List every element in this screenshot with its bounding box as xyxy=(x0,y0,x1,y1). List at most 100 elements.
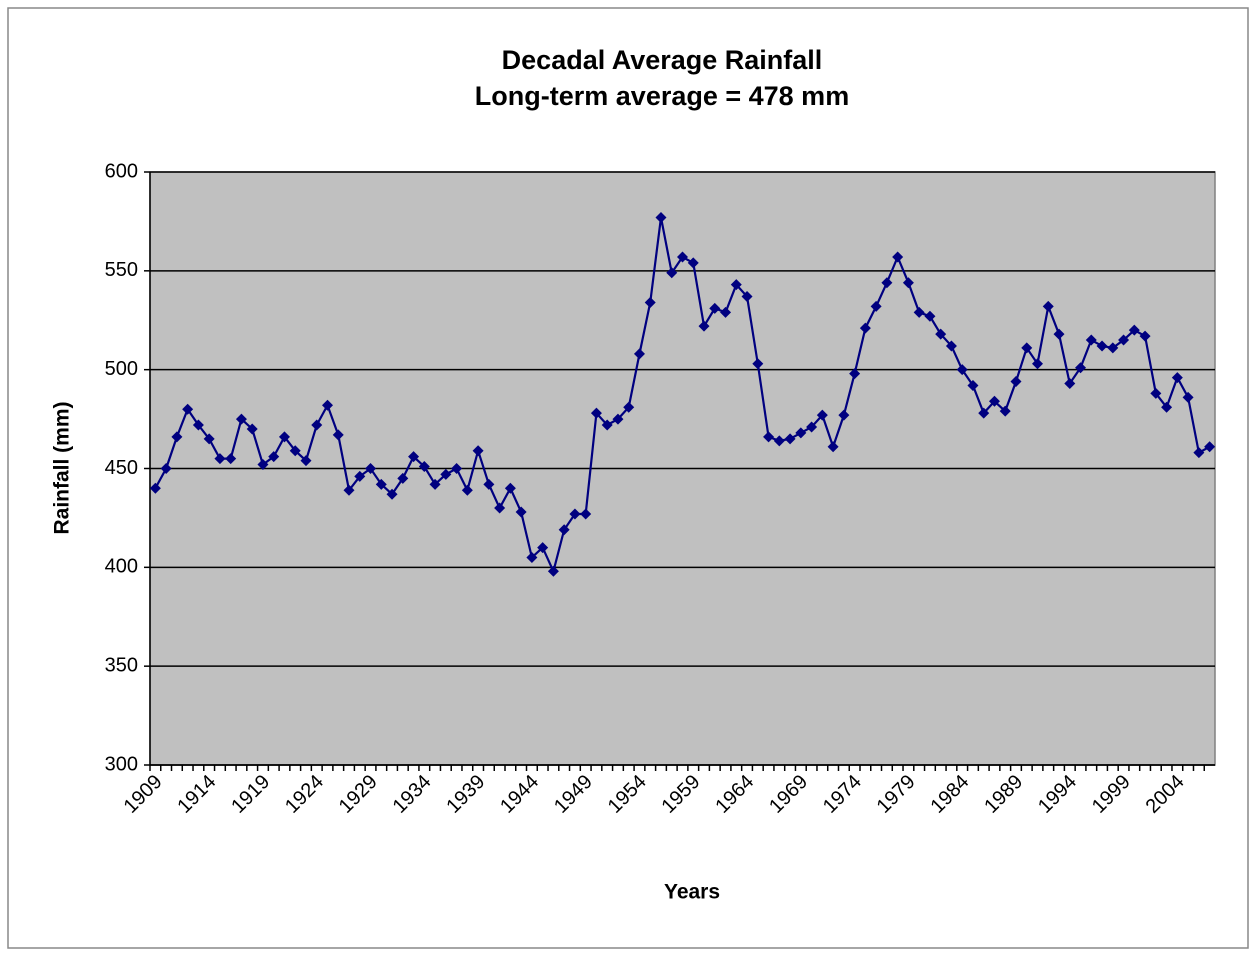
data-point xyxy=(978,407,990,419)
data-point xyxy=(343,484,355,496)
data-point xyxy=(289,445,301,457)
data-point xyxy=(720,306,732,318)
data-point xyxy=(655,211,667,223)
data-point xyxy=(1021,342,1033,354)
data-point xyxy=(773,435,785,447)
data-point xyxy=(182,403,194,415)
data-point xyxy=(1150,387,1162,399)
data-point xyxy=(956,364,968,376)
data-point xyxy=(494,502,506,514)
data-point xyxy=(418,461,430,473)
data-point xyxy=(687,257,699,269)
data-point xyxy=(472,445,484,457)
data-point xyxy=(580,508,592,520)
data-point xyxy=(644,296,656,308)
data-point xyxy=(1064,378,1076,390)
data-point xyxy=(440,468,452,480)
data-point xyxy=(859,322,871,334)
data-point xyxy=(322,399,333,411)
data-point xyxy=(633,348,645,360)
data-point xyxy=(451,463,463,474)
data-point xyxy=(741,291,753,303)
data-point xyxy=(612,413,624,425)
y-tick-label: 600 xyxy=(105,160,138,182)
data-point xyxy=(504,482,516,494)
data-point xyxy=(1161,401,1173,413)
data-point xyxy=(386,488,398,500)
y-tick-label: 300 xyxy=(105,753,138,775)
data-point xyxy=(730,279,742,291)
data-point xyxy=(623,401,635,413)
data-point xyxy=(935,328,947,340)
data-point xyxy=(763,431,775,443)
data-point xyxy=(677,251,688,263)
data-point xyxy=(1107,342,1119,354)
data-point xyxy=(1182,391,1194,403)
data-point xyxy=(666,267,678,279)
data-point xyxy=(752,358,764,370)
data-point xyxy=(365,463,377,474)
data-point xyxy=(881,277,893,289)
data-point xyxy=(246,423,258,435)
data-point xyxy=(429,478,441,490)
data-point xyxy=(171,431,183,443)
data-point xyxy=(870,300,882,312)
data-point xyxy=(945,340,957,352)
data-point xyxy=(192,419,204,431)
data-point xyxy=(967,379,979,391)
chart-title: Decadal Average Rainfall xyxy=(502,45,823,75)
data-point xyxy=(569,508,581,520)
data-point xyxy=(827,441,839,453)
data-point xyxy=(913,306,925,318)
data-point xyxy=(225,453,237,465)
y-tick-label: 400 xyxy=(105,556,138,578)
data-point xyxy=(784,433,796,445)
data-point xyxy=(838,409,850,421)
data-point xyxy=(397,472,409,484)
chart-subtitle: Long-term average = 478 mm xyxy=(475,81,849,111)
data-point xyxy=(311,419,323,431)
data-point xyxy=(526,551,538,563)
data-point xyxy=(1139,330,1151,342)
data-point xyxy=(332,429,344,441)
data-point xyxy=(300,455,312,467)
y-tick-label: 550 xyxy=(105,259,138,281)
data-point xyxy=(461,484,473,496)
data-point xyxy=(1042,300,1054,312)
y-tick-label: 350 xyxy=(105,654,138,676)
data-point xyxy=(547,565,559,577)
data-point xyxy=(1204,441,1216,453)
data-point xyxy=(1128,324,1140,336)
data-point xyxy=(278,431,290,443)
data-point xyxy=(698,320,710,332)
data-point xyxy=(1085,334,1097,346)
data-point xyxy=(902,277,914,289)
data-point xyxy=(1193,447,1205,459)
data-point xyxy=(795,427,807,439)
data-point xyxy=(1096,340,1108,352)
data-point xyxy=(149,482,161,494)
data-point xyxy=(816,409,828,421)
data-point xyxy=(257,459,269,471)
y-axis-title: Rainfall (mm) xyxy=(51,401,74,534)
data-point xyxy=(375,478,387,490)
y-tick-label: 500 xyxy=(105,358,138,380)
data-point xyxy=(590,407,602,419)
data-point xyxy=(235,413,247,425)
x-axis-title: Years xyxy=(664,881,720,904)
data-point xyxy=(1075,362,1087,374)
data-point xyxy=(1032,358,1043,370)
data-point xyxy=(601,419,613,431)
data-point xyxy=(1171,372,1183,384)
data-point xyxy=(988,395,1000,407)
data-point xyxy=(999,405,1011,417)
data-point xyxy=(806,421,818,433)
data-point xyxy=(1053,328,1065,340)
data-point xyxy=(1118,334,1130,346)
data-point xyxy=(537,542,549,554)
data-point xyxy=(408,451,420,463)
data-point xyxy=(268,451,280,463)
data-point xyxy=(924,310,936,322)
data-point xyxy=(1010,376,1022,388)
